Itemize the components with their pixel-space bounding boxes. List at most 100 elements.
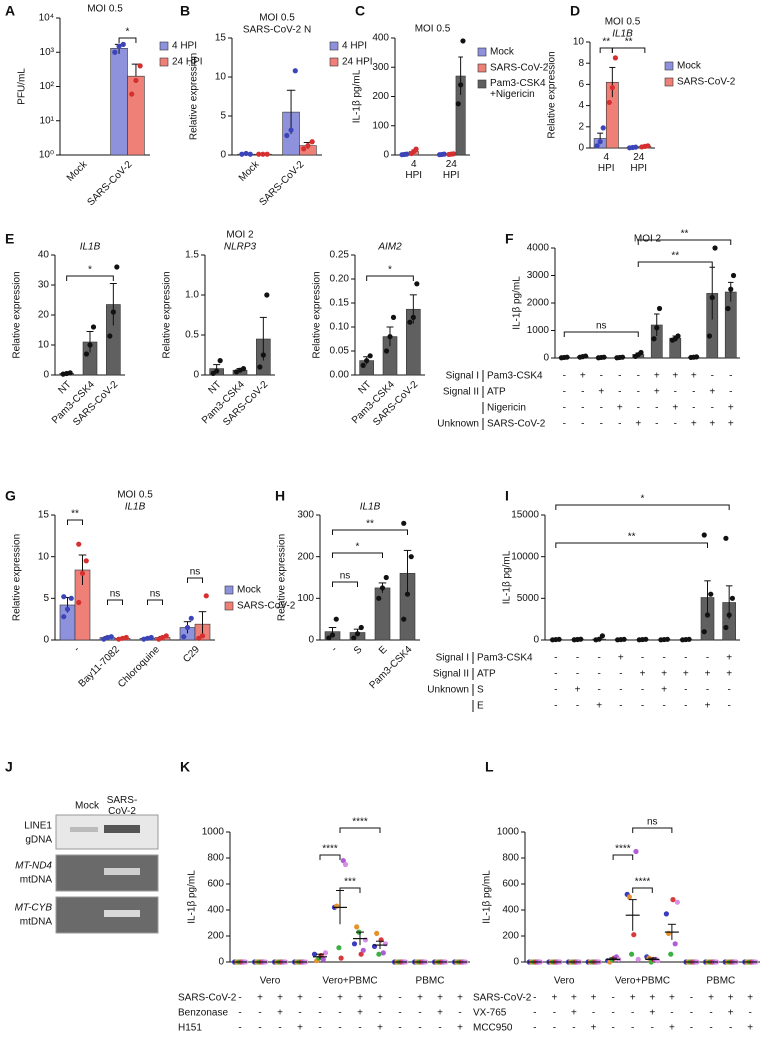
- y-tick-label: 0: [578, 143, 584, 154]
- condition-mark: +: [654, 371, 660, 382]
- legend-label: Pam3-CSK4 +Nigericin: [490, 78, 546, 100]
- condition-mark: +: [297, 993, 303, 1004]
- gel-gene: MT-ND4: [15, 861, 52, 872]
- condition-mark: +: [591, 993, 597, 1004]
- y-tick-label: 10⁴: [39, 13, 54, 24]
- panel-letter: E: [5, 231, 14, 247]
- condition-mark: +: [691, 371, 697, 382]
- y-tick-label: 10²: [40, 81, 55, 92]
- significance-bracket: [66, 275, 114, 281]
- condition-name: Benzonase: [178, 1008, 228, 1019]
- significance-label: *: [641, 494, 645, 505]
- legend-swatch: [477, 79, 487, 89]
- condition-mark: +: [726, 653, 732, 664]
- condition-mark: -: [637, 387, 640, 398]
- data-point: [110, 309, 116, 315]
- condition-mark: +: [297, 1023, 303, 1034]
- condition-mark: -: [690, 1008, 693, 1019]
- condition-name: MCC950: [473, 1023, 513, 1034]
- data-point: [67, 370, 73, 376]
- data-point: [390, 314, 397, 320]
- data-point: [309, 139, 315, 145]
- condition-mark: -: [729, 1023, 732, 1034]
- y-axis-label: IL-1β pg/mL: [512, 276, 523, 330]
- significance-bracket: [332, 552, 383, 558]
- data-point: [79, 570, 86, 576]
- data-point: [376, 951, 382, 957]
- data-point: [196, 635, 202, 641]
- condition-mark: -: [533, 1023, 536, 1034]
- y-tick-label: 4: [578, 100, 584, 111]
- y-axis-label: IL-1β pg/mL: [502, 550, 513, 604]
- condition-mark: +: [630, 993, 636, 1004]
- significance-bracket: [187, 577, 203, 583]
- chart-title: MOI 0.5: [87, 4, 123, 15]
- condition-mark: -: [597, 653, 600, 664]
- condition-mark: -: [278, 1023, 281, 1034]
- panel-letter: H: [275, 488, 285, 504]
- data-point: [203, 593, 209, 599]
- data-point: [670, 897, 676, 903]
- y-tick-label: 15: [38, 510, 50, 521]
- y-tick-label: 600: [502, 879, 519, 890]
- data-point: [83, 558, 89, 564]
- condition-mark: -: [358, 1023, 361, 1034]
- legend-label: 24 HPI: [342, 57, 373, 68]
- data-point: [301, 146, 307, 152]
- y-axis-label: PFU/mL: [17, 68, 28, 105]
- data-point: [326, 635, 332, 641]
- y-tick-label: 800: [207, 853, 224, 864]
- x-tick-label: NT: [56, 379, 73, 396]
- significance-label: ****: [322, 844, 338, 855]
- significance-label: *: [388, 265, 392, 276]
- condition-mark: +: [551, 993, 557, 1004]
- condition-mark: -: [670, 1008, 673, 1019]
- condition-name: ATP: [487, 387, 506, 398]
- condition-mark: -: [674, 419, 677, 430]
- x-tick-label: Mock: [65, 159, 90, 184]
- condition-mark: -: [238, 1008, 241, 1019]
- significance-label: **: [71, 509, 79, 520]
- y-tick-label: 15: [215, 33, 227, 44]
- panel-letter: B: [180, 3, 190, 19]
- y-tick-label: 0: [220, 150, 226, 161]
- panel-letter: D: [570, 3, 580, 19]
- gel-type: mtDNA: [20, 875, 53, 886]
- data-point: [340, 858, 346, 864]
- data-point: [600, 125, 606, 131]
- condition-name: SARS-CoV-2: [178, 993, 237, 1004]
- chart-subtitle: IL1B: [612, 29, 633, 40]
- data-point: [582, 353, 589, 359]
- data-point: [643, 636, 649, 642]
- condition-mark: +: [661, 669, 667, 680]
- y-axis-label: Relative expression: [277, 534, 288, 621]
- data-point: [351, 941, 358, 947]
- significance-label: ns: [110, 589, 121, 600]
- data-point: [729, 595, 736, 601]
- significance-bracket: [555, 542, 708, 548]
- condition-name: Pam3-CSK4: [487, 371, 543, 382]
- chart-title: MOI 2: [634, 234, 662, 245]
- condition-mark: +: [580, 371, 586, 382]
- data-point: [672, 941, 678, 947]
- condition-mark: -: [641, 653, 644, 664]
- condition-name: S: [477, 685, 484, 696]
- significance-bracket: [118, 37, 137, 43]
- x-tick-label: NT: [356, 379, 373, 396]
- condition-mark: -: [655, 419, 658, 430]
- y-tick-label: 10³: [40, 47, 55, 58]
- y-tick-label: 10: [38, 551, 50, 562]
- chart-title: MOI 0.5: [117, 490, 153, 501]
- condition-mark: +: [691, 419, 697, 430]
- significance-bracket: [339, 827, 381, 833]
- condition-mark: +: [726, 669, 732, 680]
- data-point: [654, 325, 660, 331]
- x-tick-label-box: 24 HPI: [443, 159, 460, 181]
- condition-mark: -: [619, 669, 622, 680]
- condition-mark: +: [728, 993, 734, 1004]
- y-tick-label: 300: [297, 510, 314, 521]
- bar: [110, 48, 128, 156]
- y-tick-label: 0: [218, 957, 224, 968]
- gel-column: Mock: [75, 801, 100, 812]
- chart-title: MOI 2: [226, 230, 254, 241]
